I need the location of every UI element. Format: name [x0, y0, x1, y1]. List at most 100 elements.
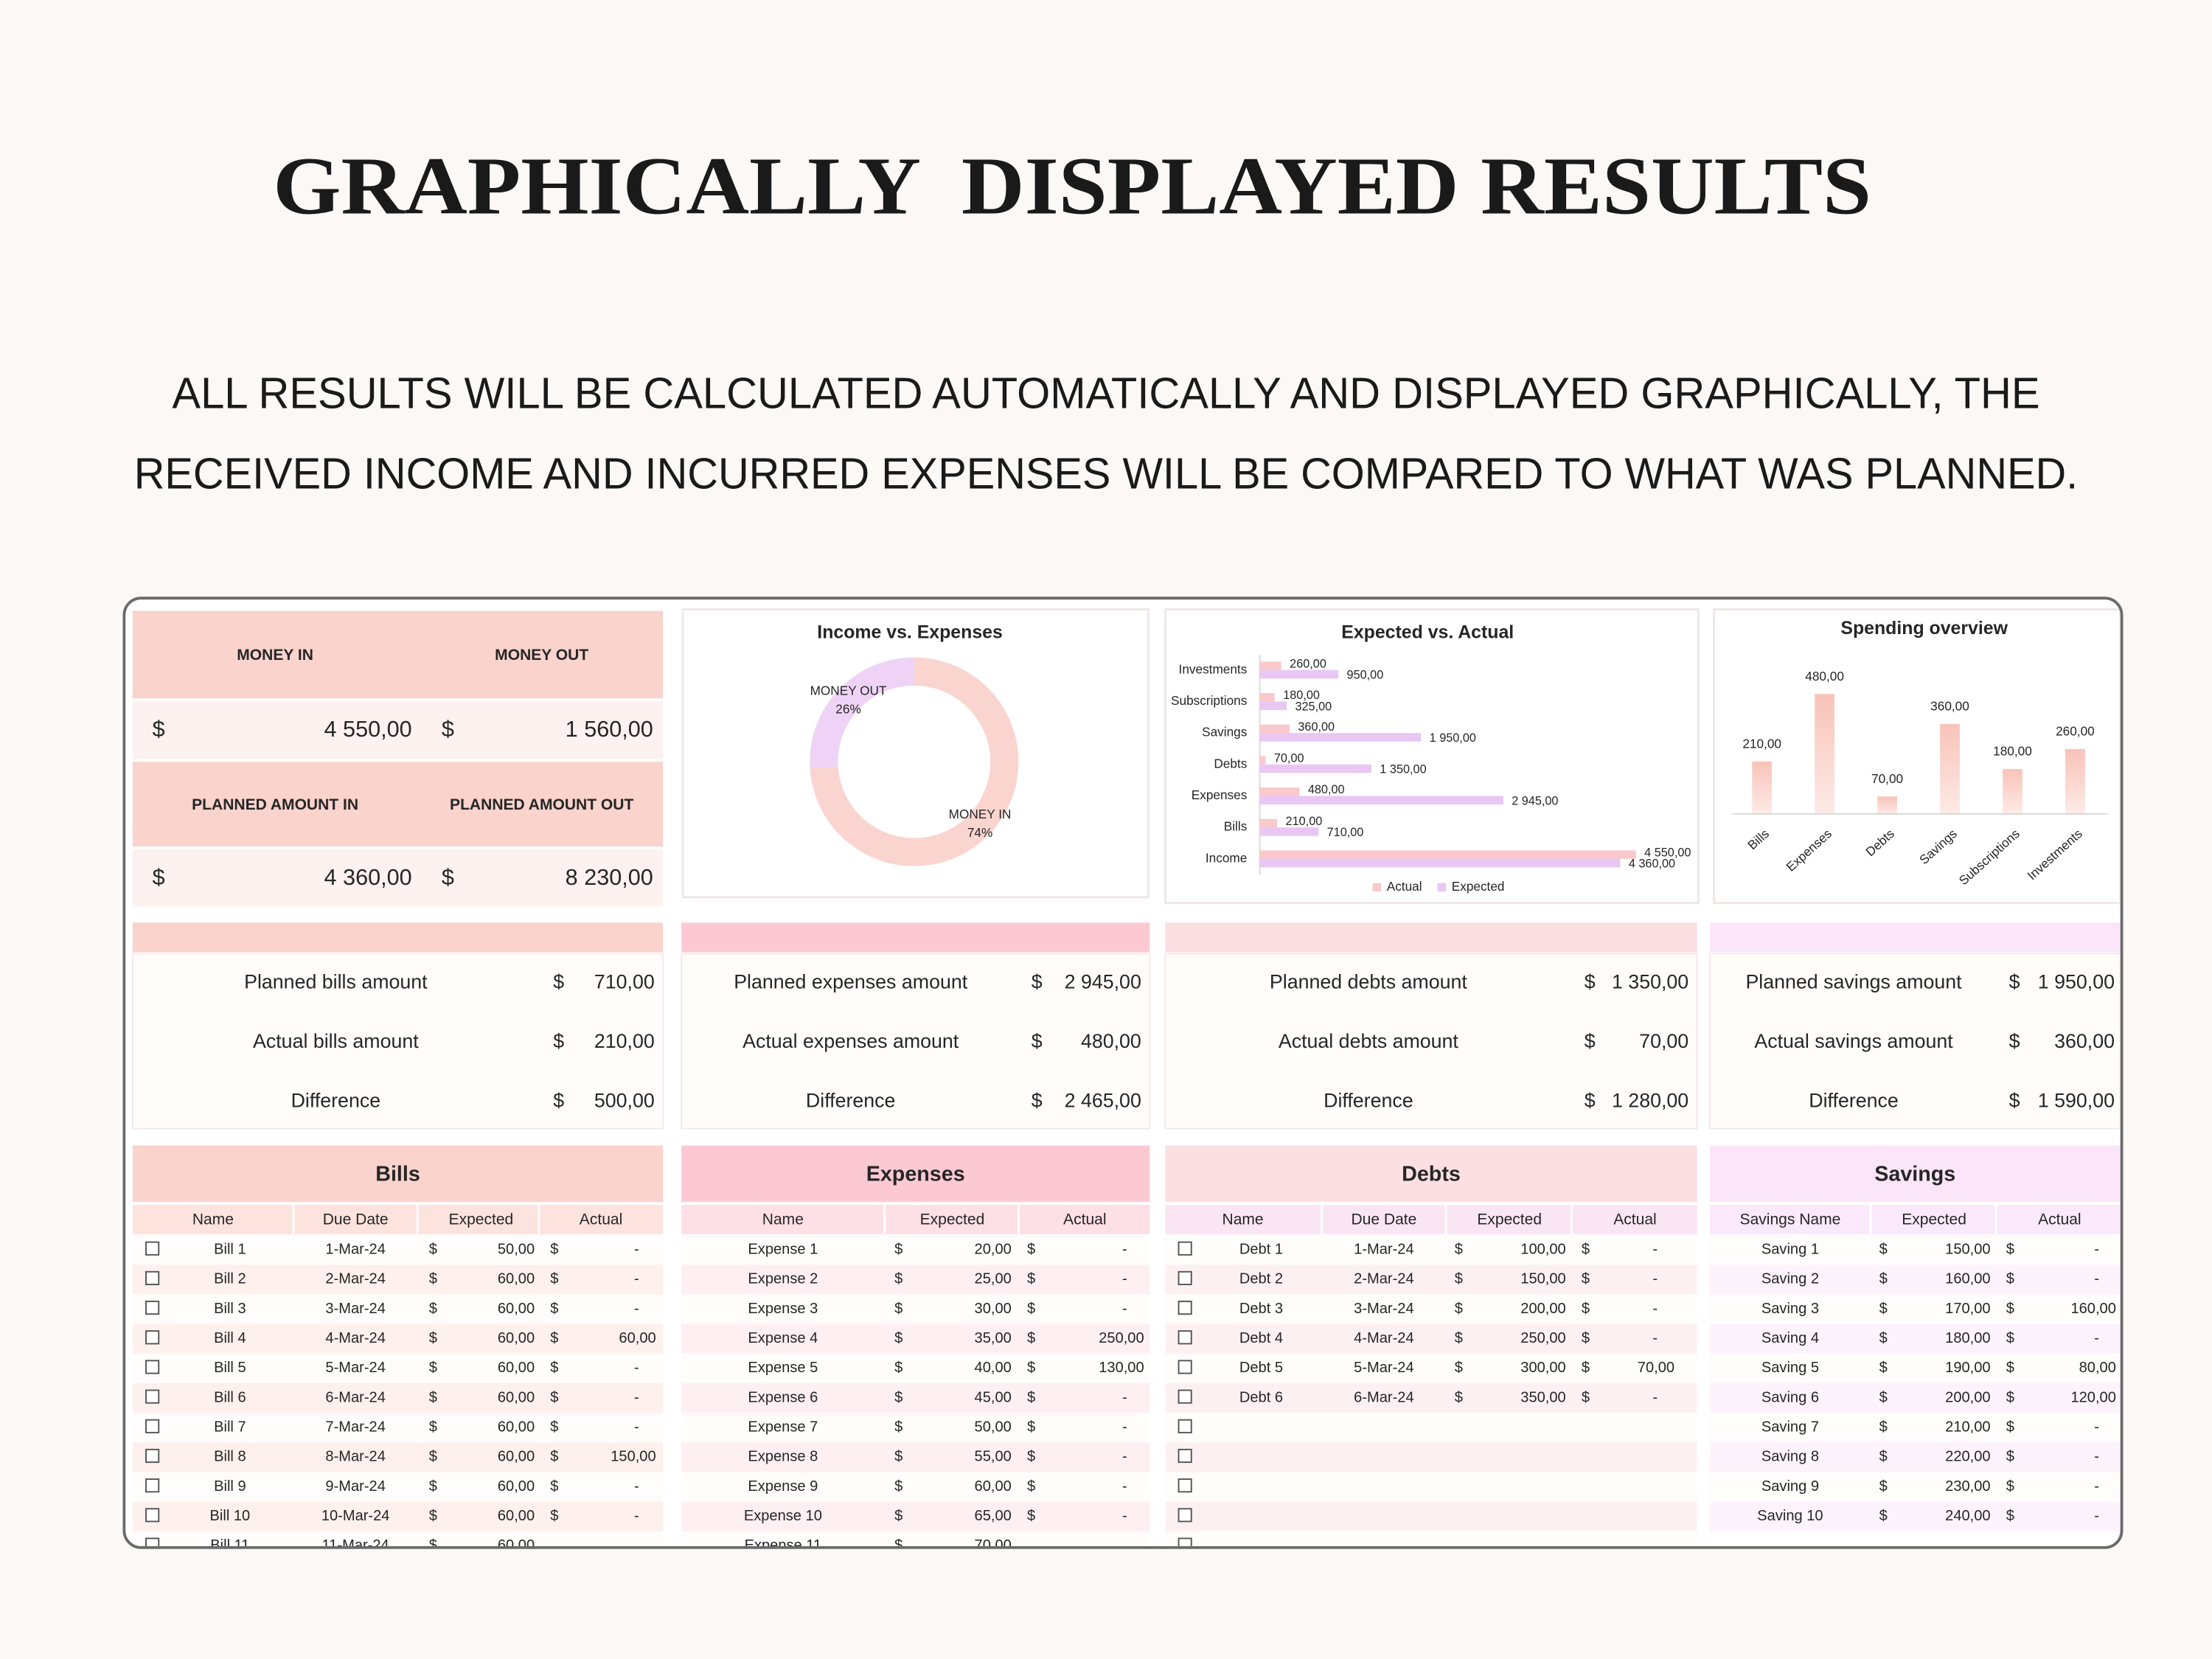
- currency-symbol: $: [429, 1478, 437, 1495]
- table-row: [132, 1353, 664, 1383]
- table-cell: Expense 9: [748, 1478, 818, 1495]
- table-cell: 25,00: [975, 1271, 1012, 1287]
- bar: [1259, 850, 1636, 859]
- summary-label: MONEY IN: [237, 647, 313, 664]
- table-cell: -: [1122, 1419, 1127, 1436]
- checkbox: [1178, 1330, 1192, 1345]
- currency-symbol: $: [1879, 1301, 1888, 1317]
- table-row: [681, 1413, 1150, 1443]
- currency-symbol: $: [894, 1330, 902, 1346]
- checkbox: [145, 1448, 160, 1464]
- table-cell: -: [2094, 1449, 2099, 1465]
- table-row: [1165, 1294, 1697, 1324]
- value-label: 210,00: [1742, 736, 1781, 751]
- table-cell: 250,00: [1520, 1330, 1565, 1346]
- currency-symbol: $: [2006, 1330, 2014, 1346]
- table-cell: 70,00: [1638, 1360, 1674, 1376]
- value-label: 2 945,00: [1512, 794, 1558, 807]
- currency-symbol: $: [1027, 1478, 1035, 1495]
- table-cell: Saving 4: [1761, 1330, 1819, 1346]
- currency-symbol: $: [553, 971, 564, 993]
- table-row: [1165, 1353, 1697, 1383]
- currency-symbol: $: [550, 1478, 558, 1495]
- table-cell: 2-Mar-24: [1354, 1271, 1413, 1287]
- column-header: Due Date: [323, 1211, 389, 1228]
- panel-header: [1165, 922, 1697, 953]
- chart-title: Expected vs. Actual: [1341, 622, 1514, 643]
- value-label: 360,00: [1930, 698, 1969, 713]
- checkbox: [1178, 1508, 1192, 1523]
- currency-symbol: $: [1585, 971, 1596, 993]
- column-header: Savings Name: [1740, 1211, 1841, 1228]
- currency-symbol: $: [894, 1271, 902, 1287]
- table-cell: 3-Mar-24: [1354, 1301, 1413, 1317]
- table-cell: 250,00: [1099, 1330, 1144, 1346]
- table-cell: -: [634, 1271, 639, 1287]
- table-cell: Saving 8: [1761, 1449, 1819, 1465]
- table-row: [1709, 1413, 2121, 1443]
- table-cell: Expense 1: [748, 1241, 818, 1257]
- currency-symbol: $: [429, 1449, 437, 1465]
- table-cell: 6-Mar-24: [1354, 1389, 1413, 1405]
- currency-symbol: $: [1027, 1508, 1035, 1524]
- panel-label: Actual expenses amount: [742, 1030, 959, 1052]
- table-row: [1709, 1472, 2121, 1502]
- currency-symbol: $: [553, 1030, 564, 1052]
- currency-symbol: $: [894, 1508, 902, 1524]
- panel-value: 360,00: [2054, 1030, 2115, 1052]
- table-cell: 1-Mar-24: [1354, 1241, 1413, 1257]
- panel-body: [1708, 953, 2121, 1130]
- table-cell: 10-Mar-24: [321, 1508, 390, 1524]
- category-label: Bills: [1224, 819, 1248, 834]
- table-cell: Expense 4: [748, 1330, 818, 1346]
- table-cell: 65,00: [975, 1508, 1012, 1524]
- column-header-row: [1165, 1204, 1697, 1235]
- table-cell: Bill 4: [214, 1330, 246, 1346]
- currency-symbol: $: [429, 1241, 437, 1257]
- currency-symbol: $: [429, 1301, 437, 1317]
- table-cell: 55,00: [975, 1449, 1012, 1465]
- table-cell: 60,00: [498, 1537, 535, 1554]
- currency-symbol: $: [550, 1419, 558, 1436]
- table-cell: -: [2094, 1478, 2099, 1495]
- table-title: Debts: [1402, 1162, 1461, 1186]
- table-cell: 60,00: [498, 1419, 535, 1436]
- currency-symbol: $: [1027, 1241, 1035, 1257]
- currency-symbol: $: [550, 1241, 558, 1257]
- currency-symbol: $: [442, 717, 454, 742]
- table-cell: Expense 8: [748, 1449, 818, 1465]
- table-cell: Bill 2: [214, 1271, 246, 1287]
- table-cell: 350,00: [1520, 1389, 1565, 1405]
- bar: [1259, 701, 1287, 710]
- slice-label: MONEY OUT: [810, 683, 887, 698]
- table-row: [1709, 1324, 2121, 1354]
- checkbox: [1178, 1448, 1192, 1464]
- value-label: 180,00: [1283, 689, 1320, 702]
- checkbox: [145, 1508, 160, 1523]
- checkbox: [1178, 1389, 1192, 1404]
- value-label: 70,00: [1871, 771, 1903, 786]
- table-cell: 150,00: [611, 1449, 655, 1465]
- currency-symbol: $: [1027, 1449, 1035, 1465]
- bar: [1259, 661, 1281, 670]
- panel-label: Actual bills amount: [253, 1030, 419, 1052]
- table-cell: Expense 7: [748, 1419, 818, 1436]
- table-cell: 60,00: [498, 1478, 535, 1495]
- value-label: 480,00: [1805, 669, 1844, 684]
- currency-symbol: $: [550, 1330, 558, 1346]
- bar: [1940, 723, 1960, 814]
- table-title-bar: [1165, 1145, 1697, 1203]
- value-label: 4 360,00: [1629, 858, 1675, 871]
- currency-symbol: $: [1585, 1089, 1596, 1111]
- panel-header: [1709, 922, 2121, 953]
- checkbox: [145, 1270, 160, 1285]
- table-row: [1165, 1442, 1697, 1472]
- table-cell: Debt 5: [1239, 1360, 1283, 1376]
- table-cell: 200,00: [1520, 1301, 1565, 1317]
- summary-value: 4 360,00: [324, 865, 412, 890]
- currency-symbol: $: [1027, 1389, 1035, 1405]
- currency-symbol: $: [1879, 1389, 1888, 1405]
- table-cell: 210,00: [1945, 1419, 1990, 1436]
- currency-symbol: $: [1032, 1089, 1043, 1111]
- currency-symbol: $: [1455, 1271, 1463, 1287]
